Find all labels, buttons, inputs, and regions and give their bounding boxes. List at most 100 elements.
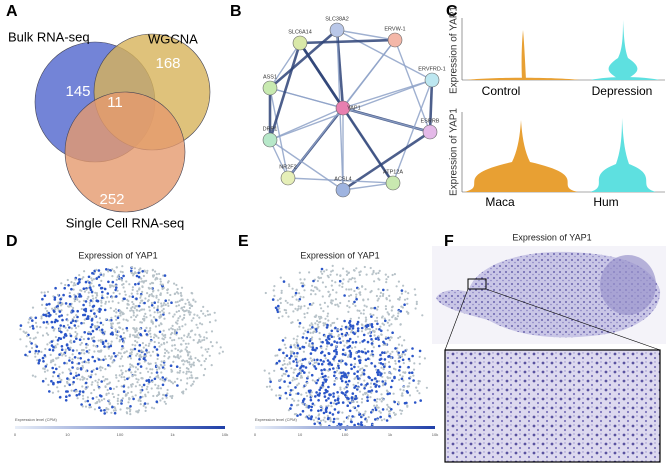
cell (326, 340, 329, 344)
cell (310, 405, 314, 409)
cell (172, 360, 175, 363)
cell (317, 362, 321, 366)
cell (375, 400, 378, 403)
cell (135, 410, 138, 413)
cell (313, 404, 316, 407)
cell (363, 412, 366, 415)
cell (365, 420, 368, 423)
cell (157, 341, 160, 344)
cell (397, 357, 400, 360)
cell (337, 366, 341, 370)
cell (332, 402, 336, 405)
cell (68, 326, 71, 329)
cerebellum (600, 255, 656, 315)
cell (273, 285, 276, 288)
cell (283, 380, 286, 383)
cell (66, 319, 69, 322)
cell (273, 294, 276, 297)
cell (43, 291, 46, 294)
cell (381, 397, 384, 400)
cell (165, 349, 168, 352)
cell (49, 353, 52, 356)
cell (350, 420, 353, 424)
cell (378, 328, 381, 331)
cell (88, 281, 91, 284)
cell (175, 283, 178, 287)
cell (196, 358, 199, 362)
cell (188, 313, 191, 316)
cell (347, 397, 350, 401)
cell (351, 415, 354, 418)
cell (189, 355, 192, 358)
cell (317, 377, 321, 380)
cell (91, 381, 94, 384)
cell (326, 359, 330, 362)
cell (91, 329, 95, 333)
cell (187, 301, 190, 304)
cell (376, 319, 379, 323)
cell (95, 367, 99, 371)
cell (329, 293, 332, 296)
cell (139, 333, 143, 337)
cell (124, 337, 127, 340)
cell (392, 314, 395, 317)
cell (99, 369, 102, 372)
cell (381, 351, 384, 354)
cell (204, 367, 207, 371)
cell (46, 290, 50, 293)
cell (112, 285, 115, 288)
cell (400, 305, 403, 308)
cell (104, 300, 107, 303)
cell (113, 309, 116, 313)
cell (338, 279, 342, 283)
cell (326, 323, 329, 327)
cell (351, 392, 355, 395)
cell (415, 386, 418, 389)
cell (120, 369, 123, 372)
cell (76, 315, 79, 319)
cell (303, 304, 306, 308)
cell (398, 378, 401, 381)
cell (388, 294, 391, 297)
cell (183, 360, 186, 363)
cell (19, 324, 23, 327)
cell (149, 362, 152, 365)
cell (92, 285, 95, 288)
legend-bar (15, 426, 225, 429)
cell (148, 287, 151, 290)
cell (166, 291, 169, 294)
cell (146, 269, 149, 272)
cell (391, 379, 394, 383)
cell (44, 365, 48, 368)
cell (376, 418, 379, 421)
cell (339, 386, 342, 389)
cell (121, 397, 124, 400)
cell (25, 331, 28, 334)
cell (329, 420, 332, 423)
cell (281, 339, 285, 342)
cell (285, 369, 288, 373)
cell (121, 328, 124, 331)
cell (35, 325, 39, 328)
cell (92, 336, 96, 339)
cell (160, 315, 163, 318)
cell (129, 405, 132, 408)
cell (176, 287, 179, 291)
cell (93, 359, 97, 363)
cell (83, 377, 86, 380)
cell (72, 376, 76, 380)
cell (139, 391, 142, 394)
cell (185, 349, 189, 353)
cell (319, 315, 322, 318)
cell (370, 362, 373, 365)
cell (360, 383, 363, 386)
cell (125, 393, 128, 396)
cell (126, 329, 129, 332)
cell (128, 295, 131, 298)
cell (83, 308, 86, 312)
cell (400, 355, 404, 358)
cell (75, 374, 78, 378)
cell (357, 404, 360, 408)
cell (98, 329, 101, 332)
cell (100, 279, 103, 282)
